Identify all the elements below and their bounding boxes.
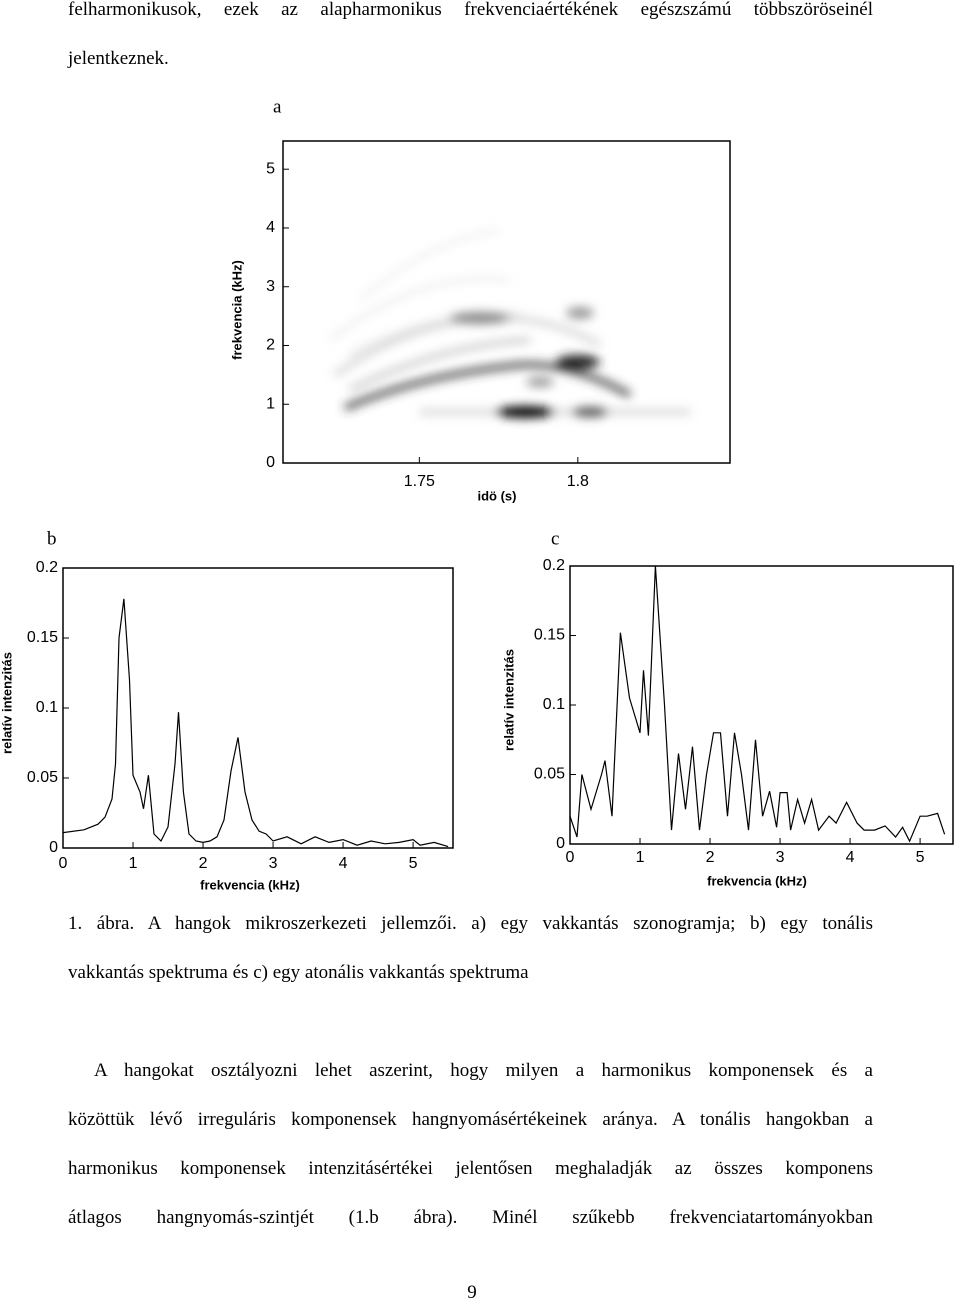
- x-axis-label: frekvencia (kHz): [200, 877, 300, 892]
- y-tick-label: 0.2: [543, 557, 565, 574]
- text-line: A hangokat osztályozni lehet aszerint, h…: [94, 1060, 873, 1081]
- x-tick-label: 0: [566, 849, 575, 866]
- spectrogram-image: [328, 227, 690, 418]
- x-tick-label: 5: [409, 855, 418, 872]
- x-tick-label: 4: [339, 855, 348, 872]
- x-tick-label: 2: [199, 855, 208, 872]
- x-tick-label: 3: [776, 849, 785, 866]
- y-axis-label: frekvencia (kHz): [229, 260, 244, 360]
- x-tick-label: 1.8: [567, 473, 589, 490]
- panel-label: b: [47, 528, 57, 549]
- y-axis-label: relatív intenzitás: [501, 649, 516, 751]
- x-tick-label: 1.75: [404, 473, 435, 490]
- y-tick-label: 0.1: [543, 696, 565, 713]
- spectrum-line: [62, 598, 449, 848]
- y-tick-label: 0.05: [27, 769, 58, 786]
- x-tick-label: 5: [916, 849, 925, 866]
- y-tick-label: 0.2: [36, 559, 58, 576]
- y-tick-label: 2: [266, 337, 275, 354]
- y-tick-label: 0: [266, 454, 275, 471]
- y-tick-label: 4: [266, 219, 275, 236]
- text-line: jelentkeznek.: [68, 48, 169, 69]
- y-tick-label: 0.15: [534, 627, 565, 644]
- text-line: átlagos hangnyomás-szintjét (1.b ábra). …: [68, 1207, 873, 1228]
- panel-label: c: [551, 528, 559, 549]
- x-tick-label: 0: [59, 855, 68, 872]
- x-tick-label: 4: [846, 849, 855, 866]
- caption-line: 1. ábra. A hangok mikroszerkezeti jellem…: [68, 913, 873, 934]
- plot-frame: [282, 140, 731, 464]
- y-tick-label: 0: [556, 835, 565, 852]
- y-tick-label: 0.15: [27, 629, 58, 646]
- x-tick-label: 3: [269, 855, 278, 872]
- y-tick-label: 3: [266, 278, 275, 295]
- x-axis-label: frekvencia (kHz): [707, 873, 807, 888]
- panel-label: a: [273, 96, 282, 117]
- spectrum-line: [569, 565, 946, 843]
- x-tick-label: 1: [636, 849, 645, 866]
- x-axis-label: idö (s): [478, 488, 517, 503]
- x-tick-label: 2: [706, 849, 715, 866]
- x-tick-label: 1: [129, 855, 138, 872]
- y-tick-label: 1: [266, 395, 275, 412]
- page-number: 9: [467, 1282, 477, 1302]
- y-tick-label: 0.1: [36, 699, 58, 716]
- text-line: közöttük lévő irreguláris komponensek ha…: [68, 1109, 873, 1130]
- y-tick-label: 5: [266, 160, 275, 177]
- plot-frame: [62, 567, 454, 849]
- text-line: harmonikus komponensek intenzitásértékei…: [68, 1158, 873, 1179]
- caption-line: vakkantás spektruma és c) egy atonális v…: [68, 962, 529, 983]
- y-tick-label: 0.05: [534, 766, 565, 783]
- y-axis-label: relatív intenzitás: [0, 652, 14, 754]
- y-tick-label: 0: [49, 839, 58, 856]
- text-line: felharmonikusok, ezek az alapharmonikus …: [68, 0, 873, 20]
